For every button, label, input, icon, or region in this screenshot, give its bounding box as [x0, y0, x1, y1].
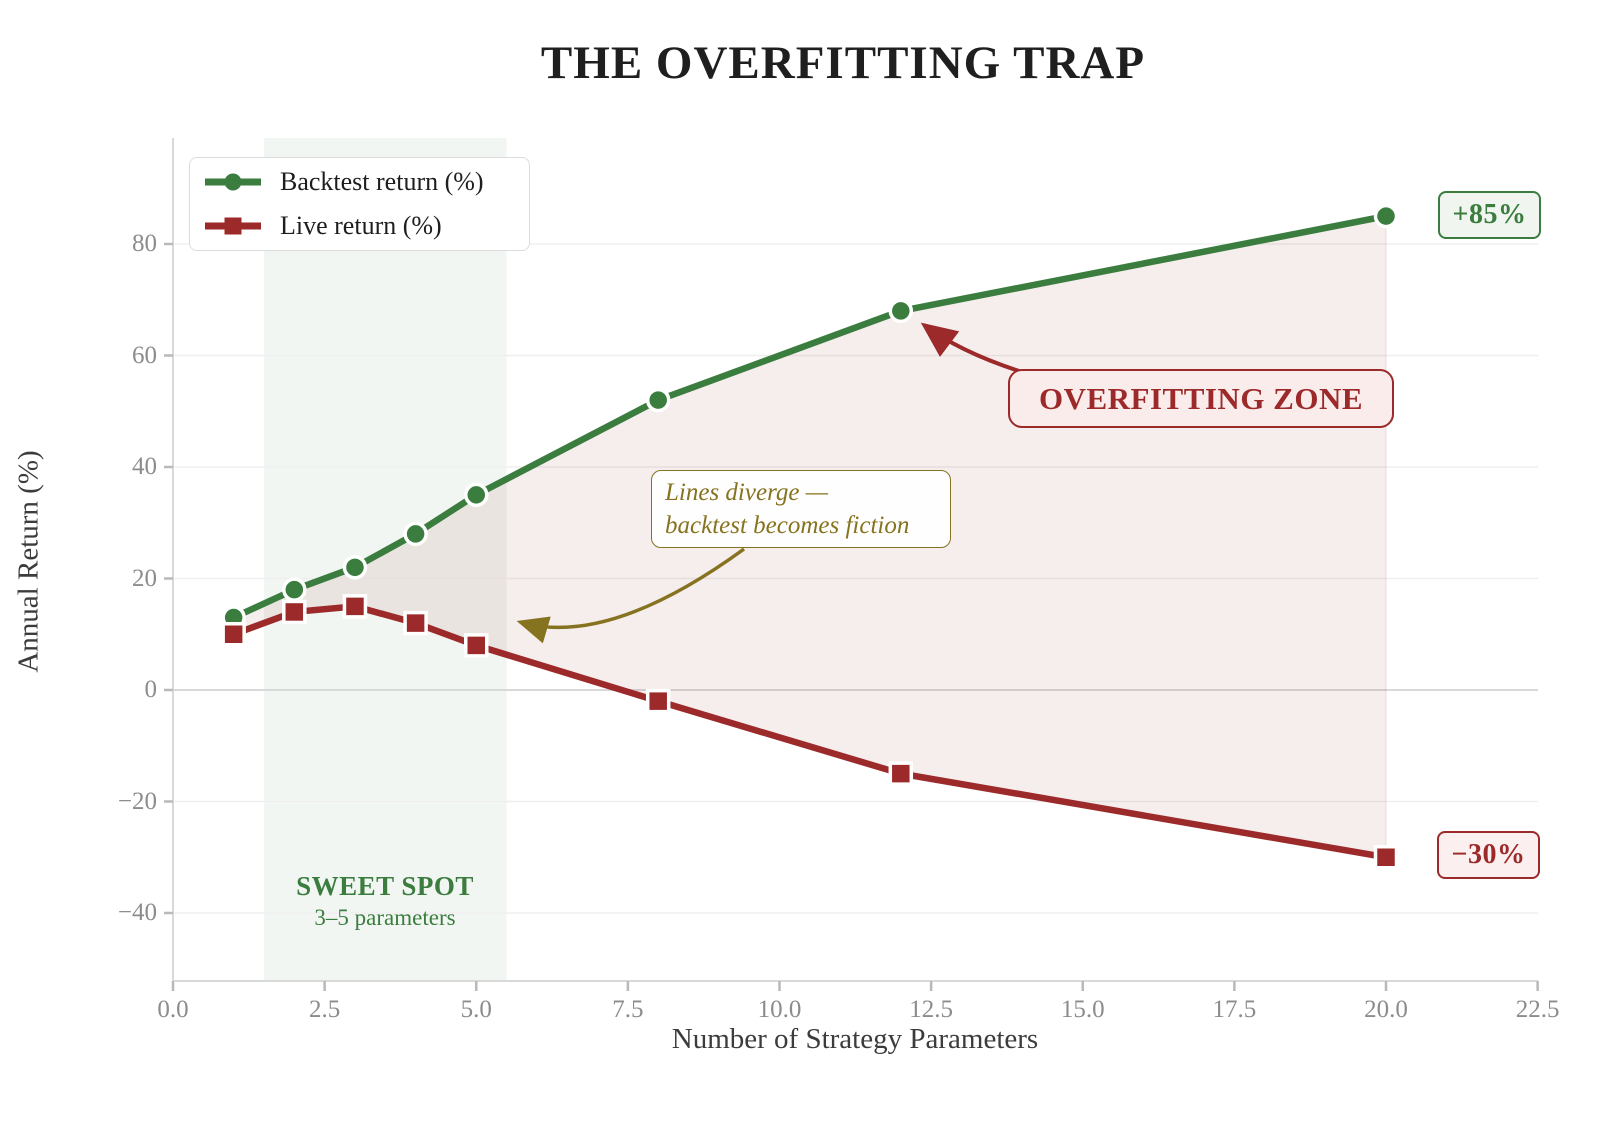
y-tick-label: 0: [144, 676, 158, 703]
backtest-point: [403, 521, 428, 547]
x-tick-label: 22.5: [1515, 996, 1560, 1023]
sweet-spot-band: [263, 138, 507, 981]
legend: Backtest return (%) Live return (%): [189, 157, 530, 251]
x-tick-label: 2.5: [309, 996, 341, 1023]
live-point: [464, 633, 489, 658]
backtest-line-marker-icon: [205, 173, 261, 191]
annotation-lines-diverge-line2: backtest becomes fiction: [665, 512, 910, 539]
live-line-marker-icon: [205, 217, 261, 235]
live-point: [645, 688, 671, 714]
x-tick-label: 0.0: [157, 996, 189, 1023]
chart-title: THE OVERFITTING TRAP: [540, 37, 1146, 89]
y-tick-label: 60: [132, 341, 157, 369]
live-point: [342, 594, 368, 619]
backtest-point: [464, 482, 489, 508]
arrow-to-overfitting-point: [920, 322, 1023, 374]
backtest-point: [645, 387, 671, 413]
legend-label-live: Live return (%): [280, 211, 442, 240]
live-point: [888, 761, 914, 786]
legend-label-backtest: Backtest return (%): [280, 167, 484, 196]
y-tick-label: 40: [132, 453, 157, 480]
x-tick-label: 15.0: [1060, 996, 1105, 1023]
live-point: [403, 610, 428, 636]
annotation-sweet-spot: SWEET SPOT 3–5 parameters: [255, 871, 515, 931]
x-tick-label: 5.0: [460, 996, 492, 1023]
x-tick-label: 7.5: [612, 996, 644, 1023]
y-tick-label: 80: [132, 230, 157, 257]
live-point: [1373, 845, 1399, 870]
end-label-live: −30%: [1437, 831, 1540, 879]
live-point: [221, 622, 246, 647]
sweet-spot-title: SWEET SPOT: [296, 871, 474, 901]
annotation-lines-diverge: Lines diverge — backtest becomes fiction: [651, 470, 951, 548]
arrow-to-divergence-gap: [516, 547, 746, 644]
backtest-point: [342, 555, 368, 580]
y-tick-label: −20: [117, 787, 157, 815]
annotation-overfitting-zone: OVERFITTING ZONE: [1008, 369, 1394, 428]
x-tick-label: 17.5: [1212, 996, 1257, 1023]
sweet-spot-subtitle: 3–5 parameters: [314, 905, 456, 930]
backtest-point: [1373, 203, 1399, 229]
legend-item-backtest: Backtest return (%): [202, 163, 529, 201]
live-point: [282, 599, 307, 625]
backtest-point: [282, 577, 307, 602]
annotation-lines-diverge-line1: Lines diverge —: [665, 479, 828, 506]
y-tick-label: −40: [117, 899, 157, 926]
x-tick-label: 10.0: [757, 996, 802, 1023]
x-axis-title: Number of Strategy Parameters: [671, 1023, 1039, 1055]
legend-item-live: Live return (%): [202, 207, 529, 245]
y-tick-label: 20: [132, 564, 157, 592]
end-label-backtest: +85%: [1438, 191, 1541, 239]
x-tick-label: 20.0: [1364, 996, 1408, 1023]
backtest-point: [888, 298, 914, 324]
x-tick-label: 12.5: [909, 996, 953, 1023]
